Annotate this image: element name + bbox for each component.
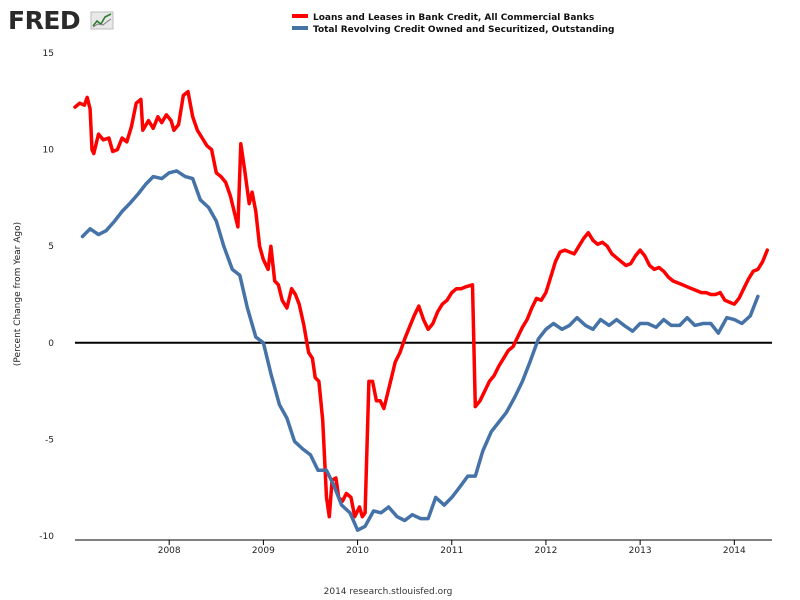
fred-logo-text: FRED	[8, 6, 80, 35]
y-tick-label: -10	[39, 532, 54, 542]
y-tick-label: 5	[48, 242, 54, 252]
legend-label-loans: Loans and Leases in Bank Credit, All Com…	[313, 13, 594, 23]
legend-item-loans[interactable]: Loans and Leases in Bank Credit, All Com…	[292, 13, 594, 23]
y-axis-title: (Percent Change from Year Ago)	[13, 222, 23, 366]
x-tick-labels: 2008 2009 2010 2011 2012 2013 2014	[158, 540, 746, 556]
series-layer	[73, 89, 770, 532]
series-line-loans[interactable]	[73, 89, 770, 519]
fred-logo[interactable]: FRED	[8, 6, 114, 35]
x-tick-label: 2014	[723, 546, 746, 556]
x-tick-label: 2011	[440, 546, 463, 556]
x-tick-label: 2008	[158, 546, 181, 556]
y-tick-label: 0	[48, 339, 54, 349]
x-tick-label: 2013	[629, 546, 652, 556]
legend-label-revolving-credit: Total Revolving Credit Owned and Securit…	[313, 25, 615, 35]
plot-area: -10 -5 0 5 10 15 2008 2009 2010 2011 2012 2013 2014	[39, 49, 772, 556]
chart-line-icon	[90, 11, 114, 30]
y-tick-label: 10	[43, 146, 55, 156]
source-footer: 2014 research.stlouisfed.org	[324, 587, 453, 597]
y-tick-label: 15	[43, 49, 54, 59]
y-tick-labels: -10 -5 0 5 10 15	[39, 49, 54, 542]
legend-swatch-loans	[292, 14, 308, 18]
legend-item-revolving-credit[interactable]: Total Revolving Credit Owned and Securit…	[292, 25, 615, 35]
legend: Loans and Leases in Bank Credit, All Com…	[292, 13, 615, 35]
x-tick-label: 2010	[346, 546, 369, 556]
legend-swatch-revolving-credit	[292, 26, 308, 30]
series-line-revolving-credit[interactable]	[80, 169, 760, 532]
x-tick-label: 2012	[534, 546, 557, 556]
y-tick-label: -5	[45, 435, 54, 445]
x-tick-label: 2009	[252, 546, 275, 556]
